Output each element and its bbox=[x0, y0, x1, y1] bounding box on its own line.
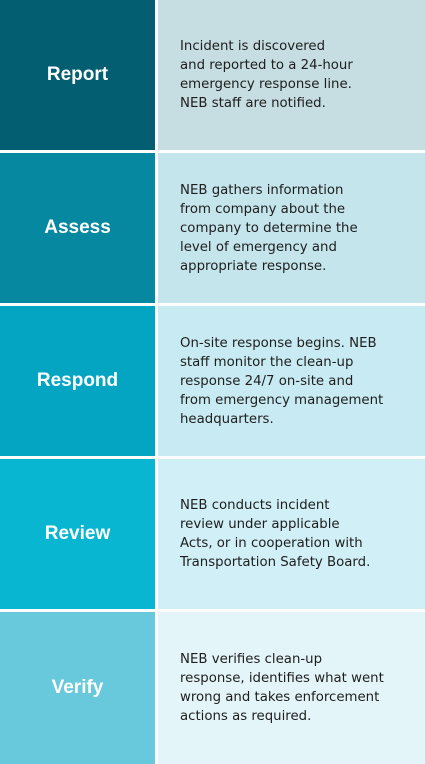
step-description-report: Incident is discovered and reported to a… bbox=[180, 39, 353, 111]
step-description-cell-verify: NEB verifies clean-up response, identifi… bbox=[158, 612, 425, 764]
step-label-assess: Assess bbox=[0, 153, 155, 303]
step-description-verify: NEB verifies clean-up response, identifi… bbox=[180, 652, 384, 724]
step-description-assess: NEB gathers information from company abo… bbox=[180, 182, 358, 274]
step-description-cell-assess: NEB gathers information from company abo… bbox=[158, 153, 425, 303]
step-row-review: Review NEB conducts incident review unde… bbox=[0, 459, 425, 609]
step-label-respond: Respond bbox=[0, 306, 155, 456]
step-label-review: Review bbox=[0, 459, 155, 609]
step-description-cell-report: Incident is discovered and reported to a… bbox=[158, 0, 425, 150]
step-label-report: Report bbox=[0, 0, 155, 150]
step-row-respond: Respond On-site response begins. NEB sta… bbox=[0, 306, 425, 456]
step-label-verify: Verify bbox=[0, 612, 155, 764]
step-description-review: NEB conducts incident review under appli… bbox=[180, 498, 371, 570]
step-description-respond: On-site response begins. NEB staff monit… bbox=[180, 335, 384, 427]
step-description-cell-respond: On-site response begins. NEB staff monit… bbox=[158, 306, 425, 456]
step-row-verify: Verify NEB verifies clean-up response, i… bbox=[0, 612, 425, 764]
step-description-cell-review: NEB conducts incident review under appli… bbox=[158, 459, 425, 609]
step-row-report: Report Incident is discovered and report… bbox=[0, 0, 425, 150]
step-row-assess: Assess NEB gathers information from comp… bbox=[0, 153, 425, 303]
